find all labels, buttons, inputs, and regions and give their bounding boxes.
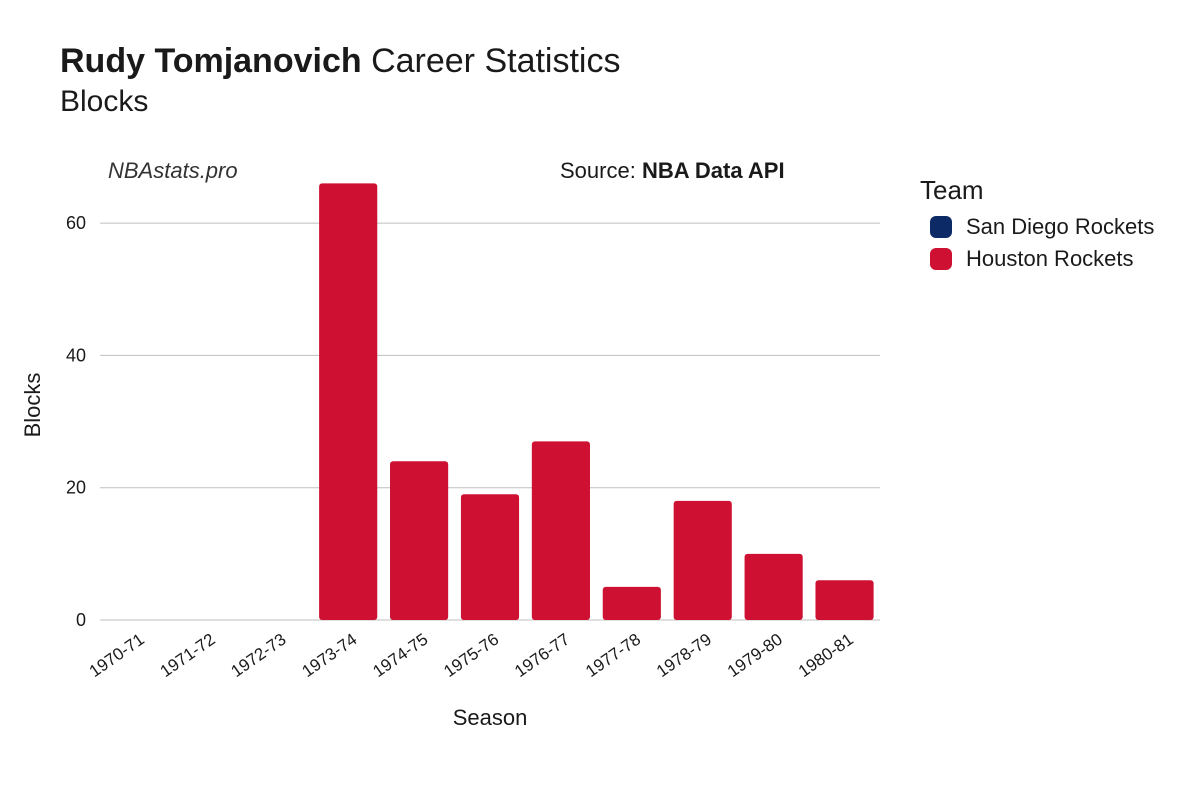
x-axis-label: Season <box>453 705 528 730</box>
y-tick-label: 20 <box>66 478 86 498</box>
x-tick-label: 1979-80 <box>724 630 786 681</box>
x-tick-label: 1973-74 <box>298 630 360 681</box>
source-attribution: Source: NBA Data API <box>560 158 785 184</box>
chart-title: Rudy Tomjanovich Career Statistics <box>60 40 620 83</box>
legend-label: San Diego Rockets <box>966 214 1154 240</box>
bar <box>603 587 661 620</box>
bar <box>745 554 803 620</box>
bar <box>532 441 590 620</box>
y-tick-label: 40 <box>66 345 86 365</box>
source-name: NBA Data API <box>642 158 785 183</box>
y-tick-label: 0 <box>76 610 86 630</box>
watermark-text: NBAstats.pro <box>108 158 238 184</box>
bar <box>319 183 377 620</box>
legend-swatch <box>930 248 952 270</box>
legend: Team San Diego Rockets Houston Rockets <box>920 175 1154 278</box>
bar <box>390 461 448 620</box>
x-tick-label: 1974-75 <box>369 630 431 681</box>
x-tick-label: 1977-78 <box>582 630 644 681</box>
legend-label: Houston Rockets <box>966 246 1134 272</box>
bar <box>674 501 732 620</box>
title-suffix: Career Statistics <box>362 42 621 80</box>
x-tick-label: 1975-76 <box>440 630 502 681</box>
x-tick-label: 1980-81 <box>795 630 857 681</box>
legend-title: Team <box>920 175 1154 206</box>
title-block: Rudy Tomjanovich Career Statistics Block… <box>60 40 620 119</box>
x-tick-label: 1970-71 <box>86 630 148 681</box>
x-tick-label: 1972-73 <box>228 630 290 681</box>
source-prefix: Source: <box>560 158 642 183</box>
legend-item: San Diego Rockets <box>930 214 1154 240</box>
bar <box>461 494 519 620</box>
y-axis-label: Blocks <box>20 373 45 438</box>
x-tick-label: 1976-77 <box>511 630 573 681</box>
bar-chart: 0204060Blocks1970-711971-721972-731973-7… <box>100 190 880 620</box>
chart-card: Rudy Tomjanovich Career Statistics Block… <box>0 0 1200 800</box>
y-tick-label: 60 <box>66 213 86 233</box>
x-tick-label: 1971-72 <box>157 630 219 681</box>
legend-item: Houston Rockets <box>930 246 1154 272</box>
player-name: Rudy Tomjanovich <box>60 42 362 80</box>
x-tick-label: 1978-79 <box>653 630 715 681</box>
bar <box>815 580 873 620</box>
chart-subtitle: Blocks <box>60 85 620 119</box>
legend-swatch <box>930 216 952 238</box>
